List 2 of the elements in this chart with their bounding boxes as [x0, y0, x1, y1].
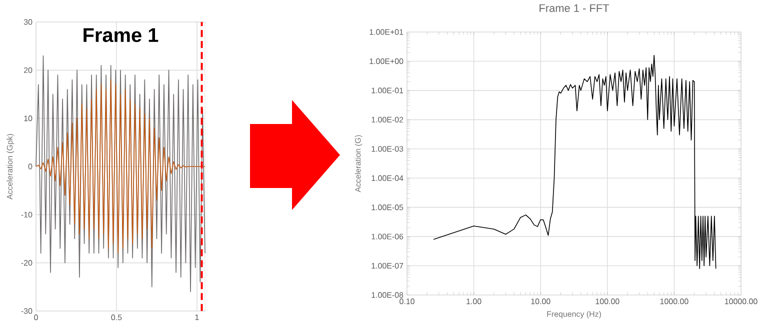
chart-title: Frame 1 - FFT: [540, 4, 610, 12]
chart-title: Frame 1: [84, 28, 158, 42]
